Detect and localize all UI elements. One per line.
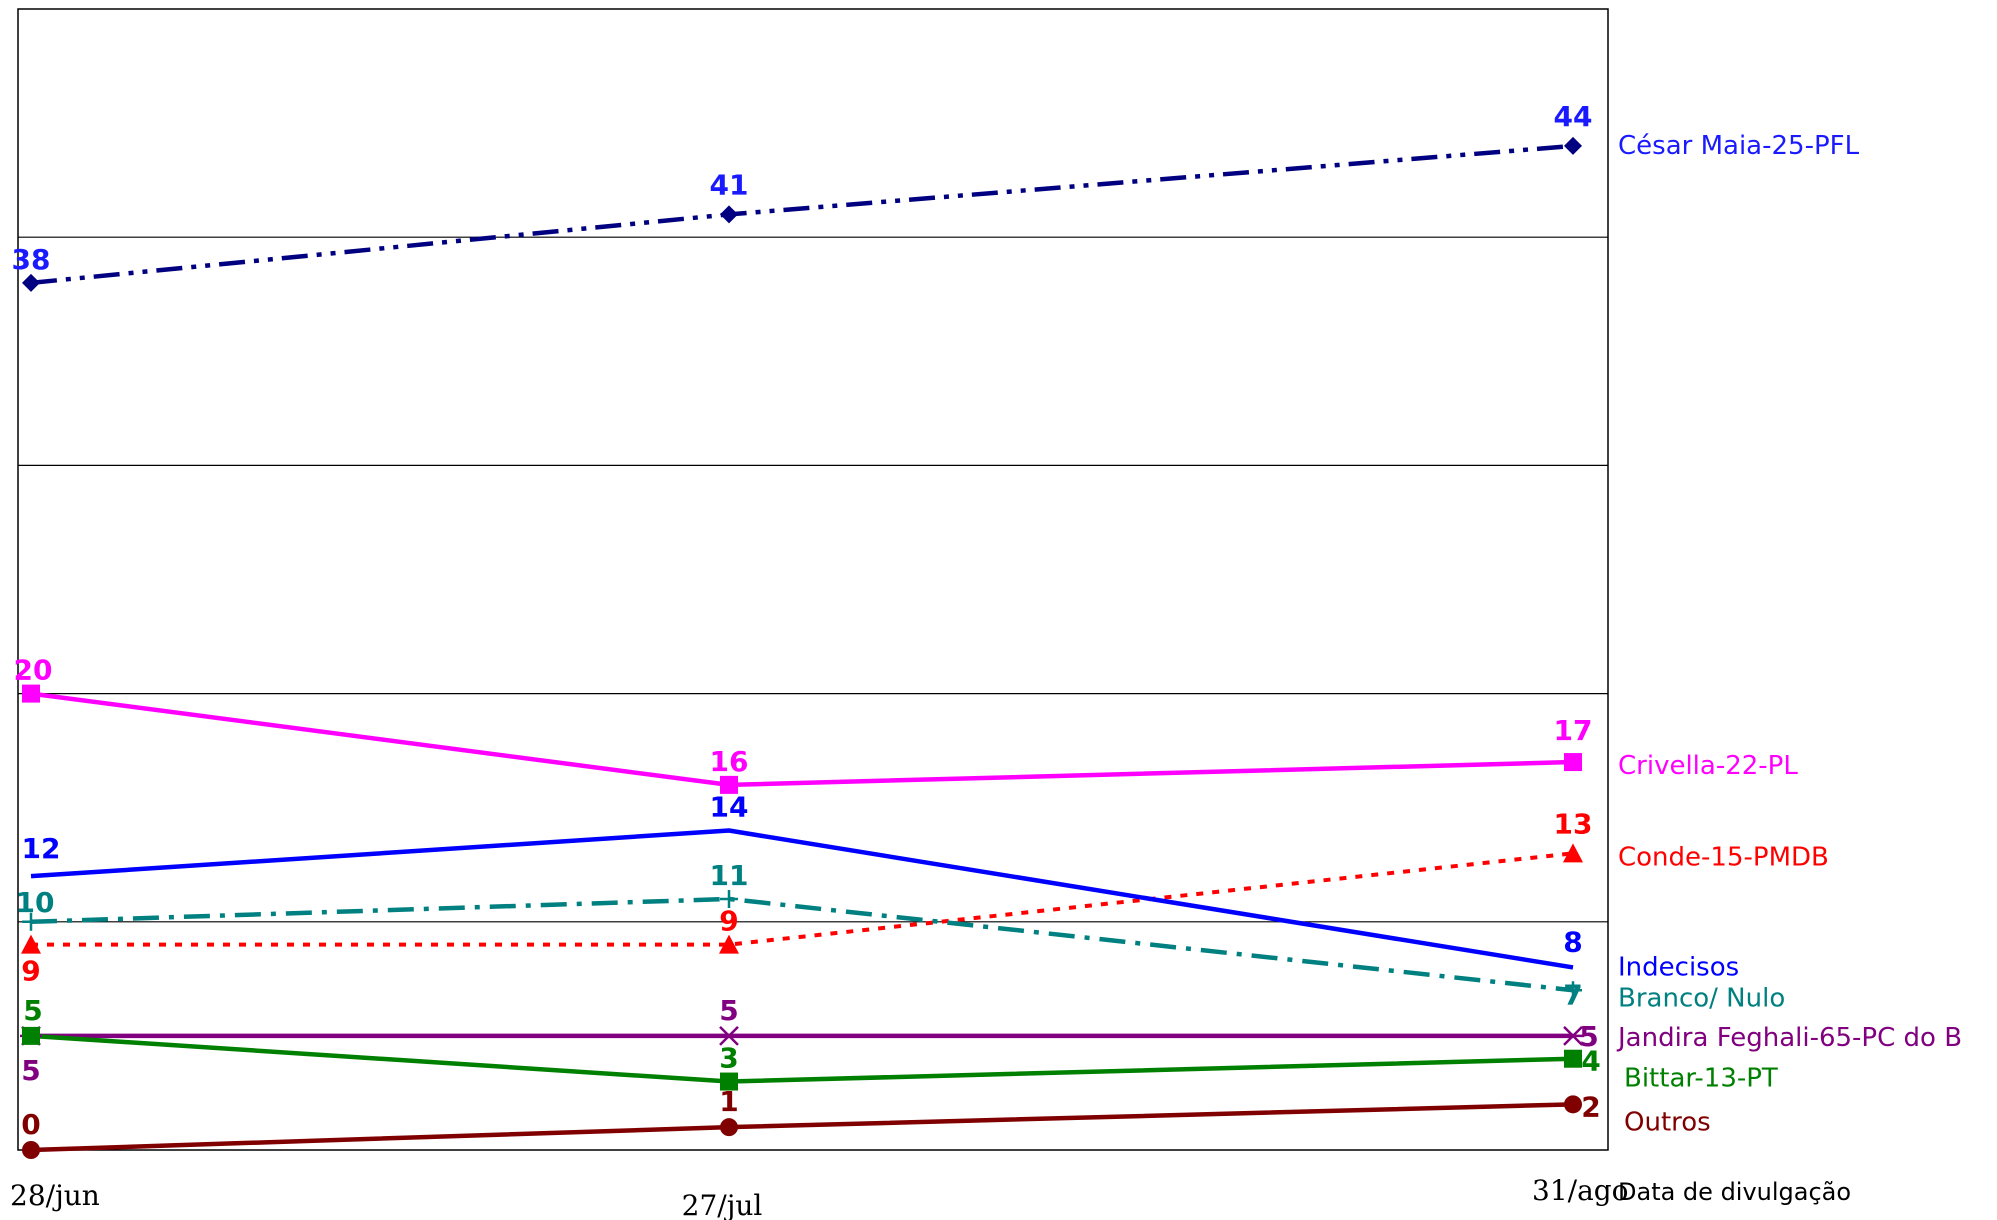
- plus-marker: [1564, 981, 1582, 1000]
- circle-marker: [1564, 1095, 1582, 1114]
- data-label: 16: [710, 745, 749, 778]
- square-marker: [720, 775, 738, 794]
- data-label: 9: [719, 905, 738, 938]
- x-tick-label: 28/jun: [10, 1179, 100, 1212]
- legend-label: Conde-15-PMDB: [1618, 842, 1829, 872]
- diamond-marker: [22, 273, 40, 292]
- star-marker: [1562, 1026, 1584, 1046]
- data-label: 41: [710, 168, 749, 201]
- plus-marker: [22, 912, 40, 931]
- circle-marker: [720, 1118, 738, 1137]
- square-marker: [1564, 1049, 1582, 1068]
- square-marker: [720, 1072, 738, 1091]
- legend-label: Indecisos: [1618, 952, 1739, 982]
- star-marker: [718, 1026, 740, 1046]
- legend-label: Branco/ Nulo: [1618, 983, 1785, 1013]
- data-label: 12: [22, 832, 61, 865]
- circle-marker: [22, 1141, 40, 1159]
- data-label: 10: [16, 886, 55, 919]
- data-label: 14: [710, 791, 749, 824]
- data-label: 4: [1581, 1045, 1600, 1078]
- legend-label: César Maia-25-PFL: [1618, 131, 1860, 161]
- square-marker: [22, 1026, 40, 1045]
- diamond-marker: [1564, 136, 1582, 155]
- plus-marker: [720, 889, 738, 908]
- series-line: [30, 896, 1574, 993]
- triangle-marker: [21, 934, 41, 954]
- data-label: 2: [1581, 1090, 1600, 1123]
- data-label: 3: [719, 1042, 738, 1075]
- data-label: 44: [1554, 100, 1593, 133]
- data-label: 13: [1554, 807, 1593, 840]
- data-label: 38: [12, 243, 51, 276]
- data-label: 9: [21, 955, 40, 988]
- data-label: 17: [1554, 714, 1593, 747]
- x-tick-label: 27/jul: [682, 1189, 763, 1220]
- data-label: 11: [710, 859, 749, 892]
- triangle-marker: [1563, 843, 1583, 863]
- data-label: 5: [1579, 1020, 1598, 1053]
- series-markers: [20, 136, 1584, 1159]
- data-label: 8: [1563, 925, 1582, 958]
- series-line: [30, 828, 1574, 970]
- data-label: 5: [21, 1054, 40, 1087]
- legend: César Maia-25-PFL Crivella-22-PL Conde-15-…: [1616, 131, 1962, 1137]
- square-marker: [1564, 753, 1582, 772]
- data-label: 20: [14, 654, 53, 687]
- legend-label: Outros: [1624, 1107, 1711, 1137]
- x-tick-label: 31/ago: [1532, 1174, 1629, 1207]
- data-label: 1: [719, 1085, 738, 1118]
- gridlines: [18, 236, 1608, 923]
- triangle-marker: [719, 934, 739, 954]
- data-label: 0: [21, 1108, 40, 1141]
- legend-label: Crivella-22-PL: [1618, 751, 1798, 781]
- legend-label: Jandira Feghali-65-PC do B: [1616, 1023, 1962, 1053]
- diamond-marker: [720, 205, 738, 224]
- legend-label: Bittar-13-PT: [1624, 1064, 1778, 1094]
- plot-area: [17, 8, 1609, 1151]
- x-axis-title: Data de divulgação: [1618, 1178, 1851, 1206]
- data-label: 5: [719, 994, 738, 1027]
- square-marker: [22, 684, 40, 703]
- data-label: 5: [23, 994, 42, 1027]
- data-label: 7: [1563, 978, 1582, 1011]
